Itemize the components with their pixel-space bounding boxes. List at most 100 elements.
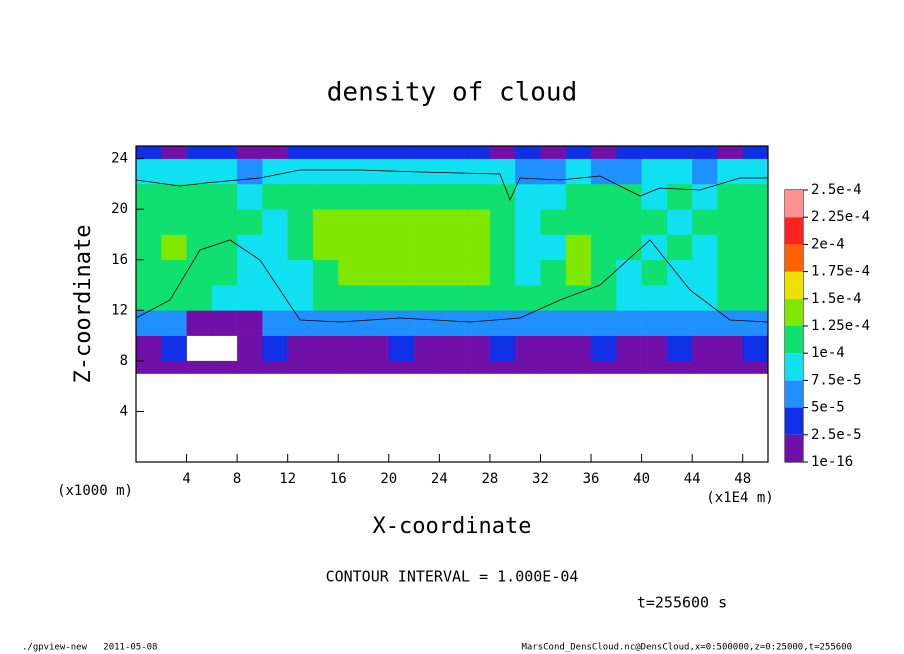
cell bbox=[338, 183, 364, 210]
colorbar-label: 5e-5 bbox=[811, 400, 845, 416]
cell bbox=[489, 360, 516, 374]
cell bbox=[136, 183, 162, 210]
cell bbox=[312, 183, 339, 210]
cell bbox=[515, 285, 541, 311]
y-tick-label: 12 bbox=[111, 302, 128, 318]
cell bbox=[161, 335, 187, 362]
cell bbox=[565, 158, 592, 185]
cell bbox=[692, 335, 718, 362]
cell bbox=[666, 158, 693, 185]
colorbar-segment bbox=[785, 190, 803, 218]
cell bbox=[312, 310, 339, 336]
cell bbox=[414, 360, 440, 374]
cell bbox=[211, 234, 238, 261]
cell bbox=[540, 183, 567, 210]
cell bbox=[540, 360, 567, 374]
cell bbox=[641, 158, 668, 185]
cell bbox=[186, 209, 213, 235]
cell bbox=[565, 234, 592, 261]
cell bbox=[616, 335, 642, 362]
cell bbox=[388, 234, 415, 261]
x-axis-label: X-coordinate bbox=[373, 514, 532, 539]
cell bbox=[666, 183, 693, 210]
cell bbox=[363, 146, 390, 159]
cell bbox=[287, 259, 314, 286]
cell bbox=[666, 335, 693, 362]
colorbar-segment bbox=[785, 407, 803, 435]
cell bbox=[464, 183, 491, 210]
cell bbox=[616, 360, 642, 374]
cell bbox=[565, 209, 592, 235]
cell bbox=[414, 285, 440, 311]
x-tick-label: 44 bbox=[684, 471, 701, 487]
cell bbox=[186, 158, 213, 185]
colorbar-segment bbox=[785, 244, 803, 272]
cell bbox=[312, 335, 339, 362]
cell bbox=[692, 310, 718, 336]
cell bbox=[540, 158, 567, 185]
cell bbox=[717, 285, 744, 311]
cell bbox=[742, 285, 769, 311]
cell bbox=[565, 310, 592, 336]
colorbar-segment bbox=[785, 271, 803, 299]
cell bbox=[161, 259, 187, 286]
cell bbox=[338, 360, 364, 374]
cell bbox=[515, 209, 541, 235]
cell bbox=[540, 146, 567, 159]
cell bbox=[464, 146, 491, 159]
cell bbox=[439, 158, 465, 185]
cell bbox=[692, 183, 718, 210]
cell bbox=[161, 209, 187, 235]
cell bbox=[161, 285, 187, 311]
cell bbox=[262, 183, 288, 210]
cell bbox=[237, 183, 263, 210]
colorbar-segment bbox=[785, 298, 803, 326]
cell bbox=[414, 310, 440, 336]
x-tick-label: 12 bbox=[279, 471, 296, 487]
cell bbox=[439, 234, 465, 261]
cell bbox=[363, 360, 390, 374]
cell bbox=[338, 158, 364, 185]
cell bbox=[211, 259, 238, 286]
cell bbox=[515, 335, 541, 362]
cell bbox=[742, 234, 769, 261]
cell bbox=[692, 209, 718, 235]
cell bbox=[692, 234, 718, 261]
cell bbox=[136, 146, 162, 159]
cell bbox=[489, 259, 516, 286]
cell bbox=[237, 335, 263, 362]
cell bbox=[136, 209, 162, 235]
cell bbox=[464, 259, 491, 286]
colorbar-label: 2.5e-4 bbox=[811, 182, 862, 198]
colorbar-label: 1.25e-4 bbox=[811, 318, 870, 334]
cell bbox=[515, 360, 541, 374]
cell bbox=[414, 146, 440, 159]
cell bbox=[211, 360, 238, 374]
cell bbox=[666, 259, 693, 286]
x-unit: (x1E4 m) bbox=[706, 490, 773, 506]
cell bbox=[338, 259, 364, 286]
cell bbox=[287, 285, 314, 311]
cell bbox=[641, 285, 668, 311]
cell bbox=[565, 183, 592, 210]
cell bbox=[489, 146, 516, 159]
cell bbox=[641, 335, 668, 362]
cell bbox=[489, 335, 516, 362]
plot-frame bbox=[135, 145, 769, 463]
cell bbox=[136, 259, 162, 286]
cell bbox=[692, 360, 718, 374]
cell bbox=[489, 285, 516, 311]
colorbar-label: 2.5e-5 bbox=[811, 427, 862, 443]
cell bbox=[540, 310, 567, 336]
cell bbox=[464, 360, 491, 374]
cell bbox=[439, 310, 465, 336]
cell bbox=[414, 183, 440, 210]
cell bbox=[616, 158, 642, 185]
cell bbox=[464, 285, 491, 311]
cell bbox=[742, 158, 769, 185]
colorbar-label: 2.25e-4 bbox=[811, 209, 870, 225]
cell bbox=[262, 146, 288, 159]
cell bbox=[464, 158, 491, 185]
cell bbox=[237, 158, 263, 185]
cell bbox=[666, 234, 693, 261]
